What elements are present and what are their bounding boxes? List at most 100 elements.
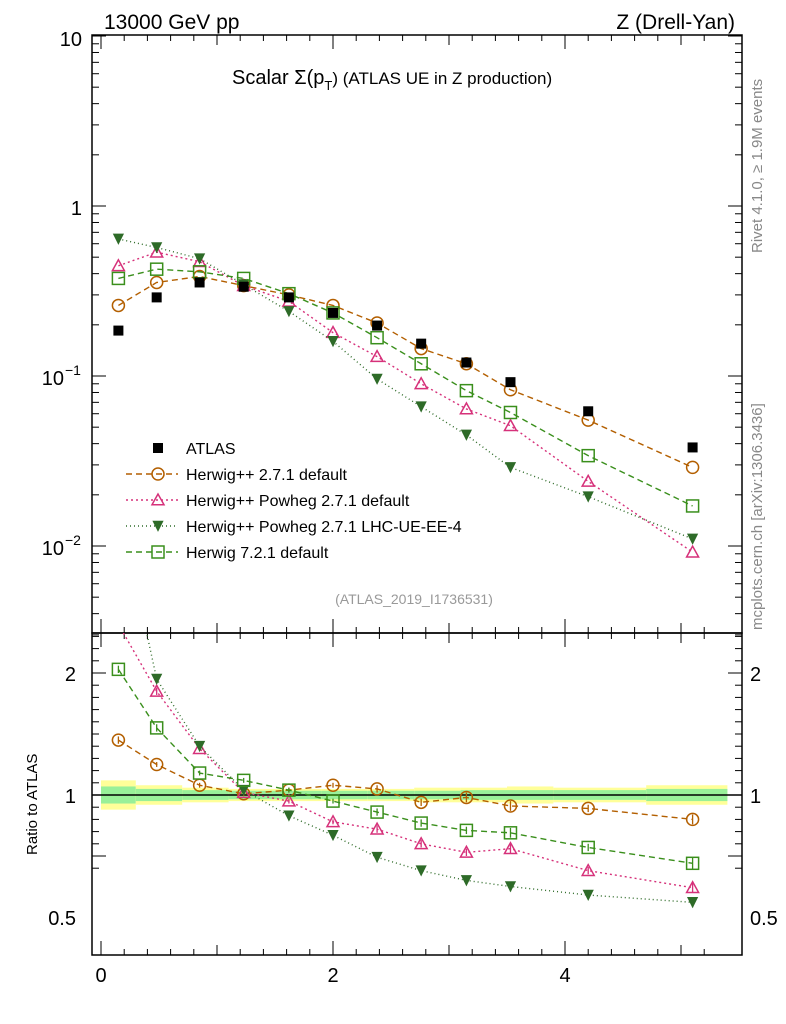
main-point-series-2: [686, 533, 699, 545]
main-point-series-3: [370, 330, 384, 345]
ratio-point-series-0: [149, 757, 164, 772]
ratio-line-series-2: [145, 633, 693, 904]
main-point-series-2: [327, 335, 339, 348]
ratio-plot-series: [111, 497, 700, 909]
legend-label-atlas: ATLAS: [186, 441, 236, 458]
main-ytick-label-0.1-base: 10: [42, 368, 64, 390]
ratio-point-series-1: [149, 683, 164, 697]
ratio-point-series-2: [686, 897, 699, 909]
ratio-point-series-3: [414, 816, 428, 830]
ratio-point-series-3: [581, 840, 595, 855]
ratio-point-series-2: [582, 889, 594, 901]
main-ytick-label-0.01-base: 10: [42, 538, 64, 560]
ratio-point-series-1: [580, 863, 596, 877]
atlas-data-point: [238, 281, 249, 292]
ratio-point-series-3: [326, 794, 340, 808]
ratio-plot-frame: [91, 632, 743, 956]
main-plot-frame: [91, 34, 743, 634]
ratio-point-series-3: [192, 766, 207, 780]
legend-marker-series-3: [151, 545, 165, 559]
main-line-series-1: [118, 251, 693, 553]
ratio-point-series-1: [112, 618, 124, 629]
ratio-point-series-3: [111, 662, 126, 677]
ratio-point-series-1: [413, 836, 429, 850]
main-point-series-3: [503, 405, 518, 420]
main-point-series-0: [111, 298, 126, 313]
ratio-point-series-3: [149, 721, 164, 735]
atlas-data-point: [194, 277, 205, 288]
ratio-point-series-2: [460, 875, 473, 887]
main-point-series-1: [413, 376, 429, 390]
ratio-point-series-1: [685, 880, 700, 894]
ratio-point-series-3: [282, 783, 296, 797]
ratio-ytick-label-0.5-right: 0.5: [750, 908, 778, 930]
legend-marker-series-0: [151, 467, 165, 481]
main-point-series-3: [326, 306, 340, 320]
xtick-label-2: 2: [327, 965, 338, 987]
atlas-data-point: [372, 320, 383, 331]
header-right: Z (Drell-Yan): [616, 11, 735, 34]
ratio-point-series-0: [581, 801, 595, 816]
chart-title-main: Scalar Σ(p: [232, 67, 324, 89]
rivet-label: Rivet 4.1.0, ≥ 1.9M events: [749, 79, 766, 253]
legend-marker-atlas: [153, 443, 163, 453]
main-ytick-label-0.1-exp: −1: [65, 362, 81, 378]
ratio-ytick-label-1-right: 1: [750, 786, 761, 808]
main-point-series-1: [580, 473, 596, 487]
main-point-series-3: [111, 271, 126, 286]
main-point-series-1: [369, 349, 385, 363]
main-point-series-2: [151, 242, 163, 254]
ratio-point-series-2: [327, 829, 339, 842]
ratio-point-series-2: [151, 673, 163, 686]
ratio-line-series-0: [118, 739, 693, 821]
legend-label-series-0: Herwig++ 2.7.1 default: [186, 467, 348, 484]
ratio-point-series-3: [503, 826, 518, 840]
ratio-point-series-1: [281, 793, 297, 807]
chart-title: Scalar Σ(pT) (ATLAS UE in Z production): [232, 67, 552, 93]
ratio-point-series-1: [503, 841, 518, 855]
ratio-line-series-1: [122, 633, 693, 889]
main-ytick-label-0.01: 10: [42, 538, 64, 560]
atlas-data-point: [328, 307, 338, 318]
atlas-data-point: [583, 406, 594, 417]
main-line-series-2: [118, 238, 693, 540]
ratio-point-series-1: [236, 785, 251, 799]
main-point-series-3: [149, 262, 164, 276]
atlas-data-point: [416, 338, 427, 349]
main-point-series-2: [283, 306, 295, 318]
ratio-line-series-3: [117, 668, 693, 865]
chart-title-tail: ) (ATLAS UE in Z production): [332, 69, 552, 88]
main-point-series-1: [503, 418, 518, 432]
ratio-point-series-3: [459, 823, 474, 838]
main-point-series-2: [460, 429, 473, 441]
xtick-label-0: 0: [95, 965, 106, 987]
main-point-series-2: [415, 401, 427, 413]
main-point-series-2: [504, 462, 517, 474]
atlas-data-point: [461, 357, 472, 368]
ratio-point-series-2: [114, 497, 124, 507]
atlas-data-point: [283, 292, 294, 303]
main-point-series-2: [112, 233, 125, 245]
ratio-point-series-0: [503, 799, 518, 813]
main-line-series-0: [118, 275, 693, 469]
ratio-point-series-2: [415, 865, 427, 877]
main-point-series-2: [371, 373, 383, 385]
ratio-ylabel: Ratio to ATLAS: [24, 754, 41, 855]
main-point-series-1: [111, 258, 126, 272]
axis-ticks: [92, 35, 742, 955]
ratio-point-series-3: [370, 805, 384, 819]
main-ytick-label-0.01-exp: −2: [65, 532, 81, 548]
ratio-point-series-2: [283, 810, 295, 822]
legend-label-series-3: Herwig 7.2.1 default: [186, 545, 329, 562]
legend-marker-series-1: [150, 492, 166, 506]
ratio-point-series-0: [414, 795, 428, 810]
ratio-point-series-1: [192, 741, 207, 755]
legend-label-series-2: Herwig++ Powheg 2.7.1 LHC-UE-EE-4: [186, 519, 462, 536]
main-ytick-label-0.1: 10: [42, 368, 64, 390]
atlas-data-point: [505, 377, 516, 388]
ratio-ytick-label-1: 1: [65, 786, 76, 808]
ratio-point-series-0: [370, 782, 384, 796]
mc-uncertainty-band: [92, 780, 742, 810]
ratio-point-series-0: [111, 733, 126, 747]
